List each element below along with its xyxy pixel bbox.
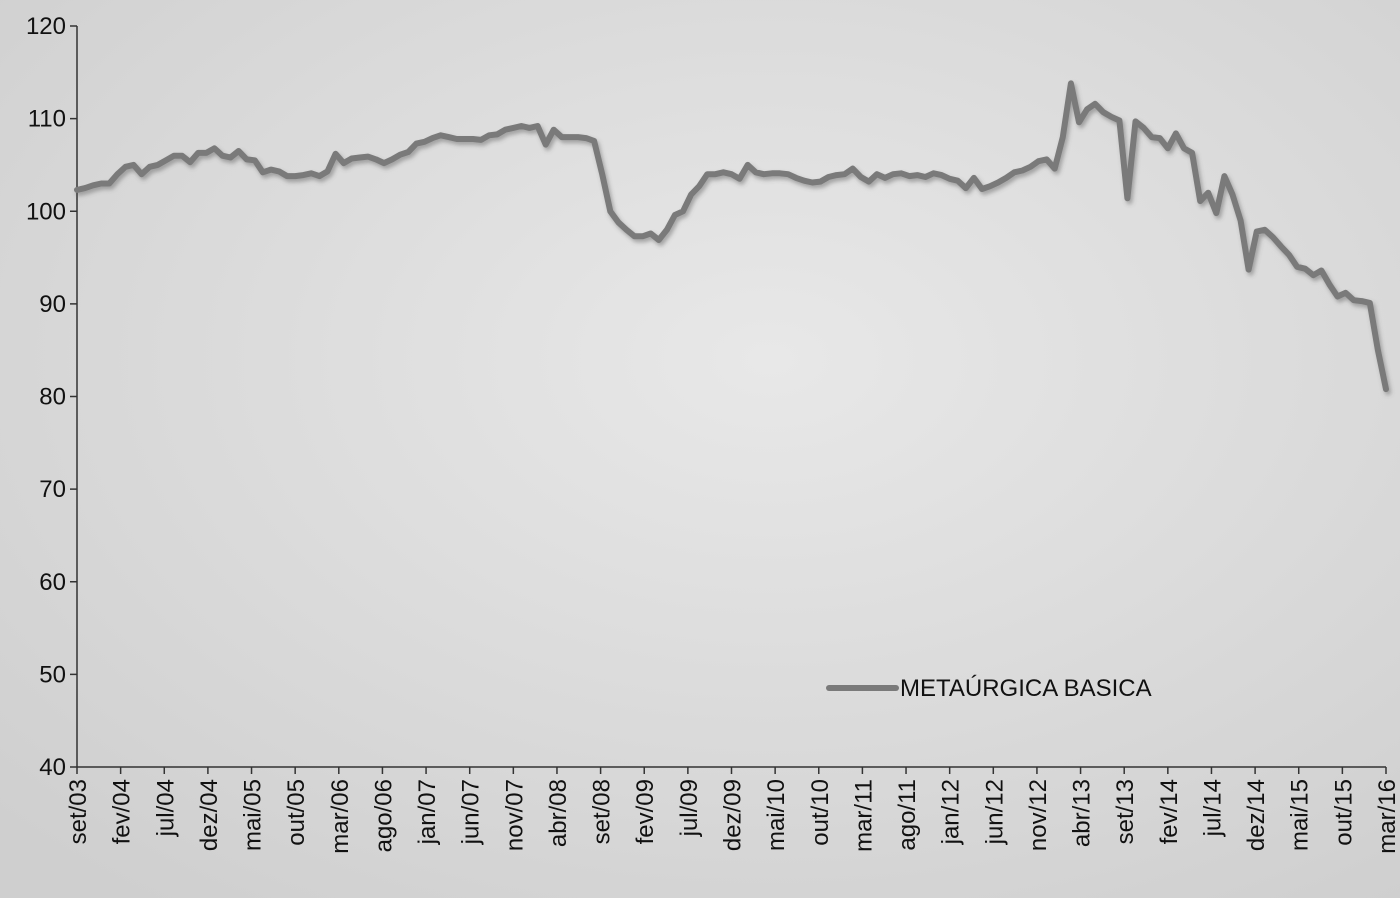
y-tick-label: 50 [39, 661, 66, 688]
x-tick-label: mai/15 [1287, 779, 1314, 851]
x-tick-label: set/13 [1112, 779, 1139, 844]
x-tick-label: fev/04 [109, 779, 136, 844]
x-tick-label: dez/04 [196, 779, 223, 851]
y-tick-label: 60 [39, 569, 66, 596]
x-tick-label: mar/11 [850, 779, 877, 852]
x-tick-label: mai/10 [763, 779, 790, 851]
x-tick-label: mai/05 [240, 779, 267, 851]
x-tick-label: out/05 [283, 779, 310, 846]
x-tick-label: mar/16 [1374, 779, 1400, 854]
x-tick-label: jun/12 [981, 779, 1008, 845]
x-tick-label: ago/06 [370, 779, 397, 852]
x-tick-label: fev/14 [1156, 779, 1183, 844]
x-tick-label: nov/07 [501, 779, 528, 851]
legend-label: METAÚRGICA BASICA [900, 675, 1152, 702]
x-tick-label: abr/08 [545, 779, 572, 847]
x-tick-label: jan/12 [938, 779, 965, 845]
x-tick-label: dez/14 [1243, 779, 1270, 851]
y-tick-label: 40 [39, 754, 66, 781]
y-tick-label: 100 [26, 198, 66, 225]
x-tick-label: jun/07 [458, 779, 485, 845]
y-tick-label: 70 [39, 476, 66, 503]
x-tick-label: jul/09 [676, 779, 703, 837]
x-tick-label: set/08 [589, 779, 616, 844]
y-tick-label: 120 [26, 13, 66, 40]
x-tick-label: jul/04 [152, 779, 179, 837]
x-tick-label: out/10 [807, 779, 834, 846]
x-tick-label: set/03 [65, 779, 92, 844]
y-tick-label: 110 [28, 106, 66, 133]
y-tick-label: 80 [39, 384, 66, 411]
x-tick-label: dez/09 [720, 779, 747, 851]
x-tick-label: jan/07 [414, 779, 441, 845]
y-tick-label: 90 [39, 291, 66, 318]
x-tick-label: abr/13 [1069, 779, 1096, 847]
x-tick-label: ago/11 [894, 779, 921, 851]
x-tick-label: out/15 [1330, 779, 1357, 846]
x-tick-label: jul/14 [1199, 779, 1226, 837]
x-tick-label: nov/12 [1025, 779, 1052, 851]
x-tick-label: mar/06 [327, 779, 354, 854]
x-tick-label: fev/09 [632, 779, 659, 844]
